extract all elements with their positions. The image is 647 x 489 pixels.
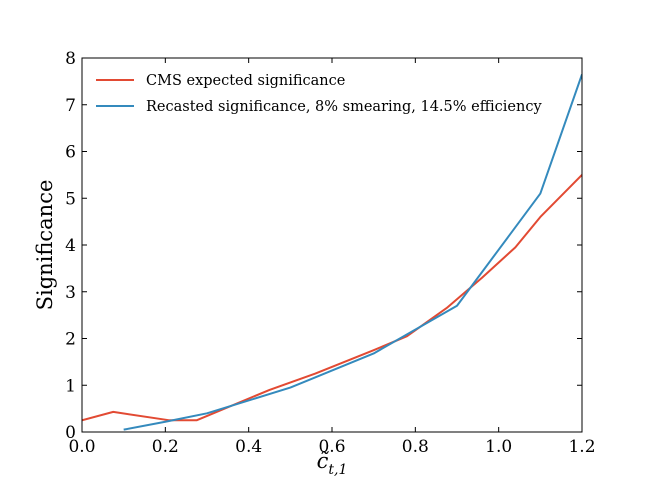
- y-tick-label: 4: [65, 236, 76, 256]
- y-tick-label: 1: [65, 376, 76, 396]
- x-tick-label: 0.4: [235, 437, 262, 457]
- y-tick-label: 8: [65, 49, 76, 69]
- y-tick-label: 7: [65, 96, 76, 116]
- x-tick-label: 0.0: [68, 437, 95, 457]
- y-tick-label: 2: [65, 330, 76, 350]
- x-tick-label: 1.0: [485, 437, 512, 457]
- x-axis-title: c̃t,1: [317, 449, 348, 478]
- x-axis-title-main: c̃: [317, 449, 330, 473]
- legend-label-1: CMS expected significance: [146, 73, 345, 89]
- legend-label-2: Recasted significance, 8% smearing, 14.5…: [146, 99, 542, 115]
- y-axis-title: Significance: [33, 180, 57, 311]
- series-line-2: [123, 74, 582, 431]
- x-tick-label: 0.8: [402, 437, 429, 457]
- x-tick-label: 1.2: [568, 437, 595, 457]
- x-axis-title-subscript: t,1: [328, 462, 347, 478]
- legend: CMS expected significance Recasted signif…: [96, 73, 542, 115]
- plot-frame: [81, 57, 583, 433]
- y-tick-label: 6: [65, 143, 76, 163]
- tick-labels: 0.0 0.2 0.4 0.6 0.8 1.0 1.2 0 1 2 3 4 5 6 7 8: [65, 49, 595, 457]
- x-tick-label: 0.2: [152, 437, 179, 457]
- y-tick-label: 0: [65, 423, 76, 443]
- x-tick-label: 0.6: [318, 437, 345, 457]
- y-tick-label: 3: [65, 283, 76, 303]
- series-lines: [82, 74, 582, 431]
- y-tick-label: 5: [65, 189, 76, 209]
- series-line-1: [82, 174, 582, 422]
